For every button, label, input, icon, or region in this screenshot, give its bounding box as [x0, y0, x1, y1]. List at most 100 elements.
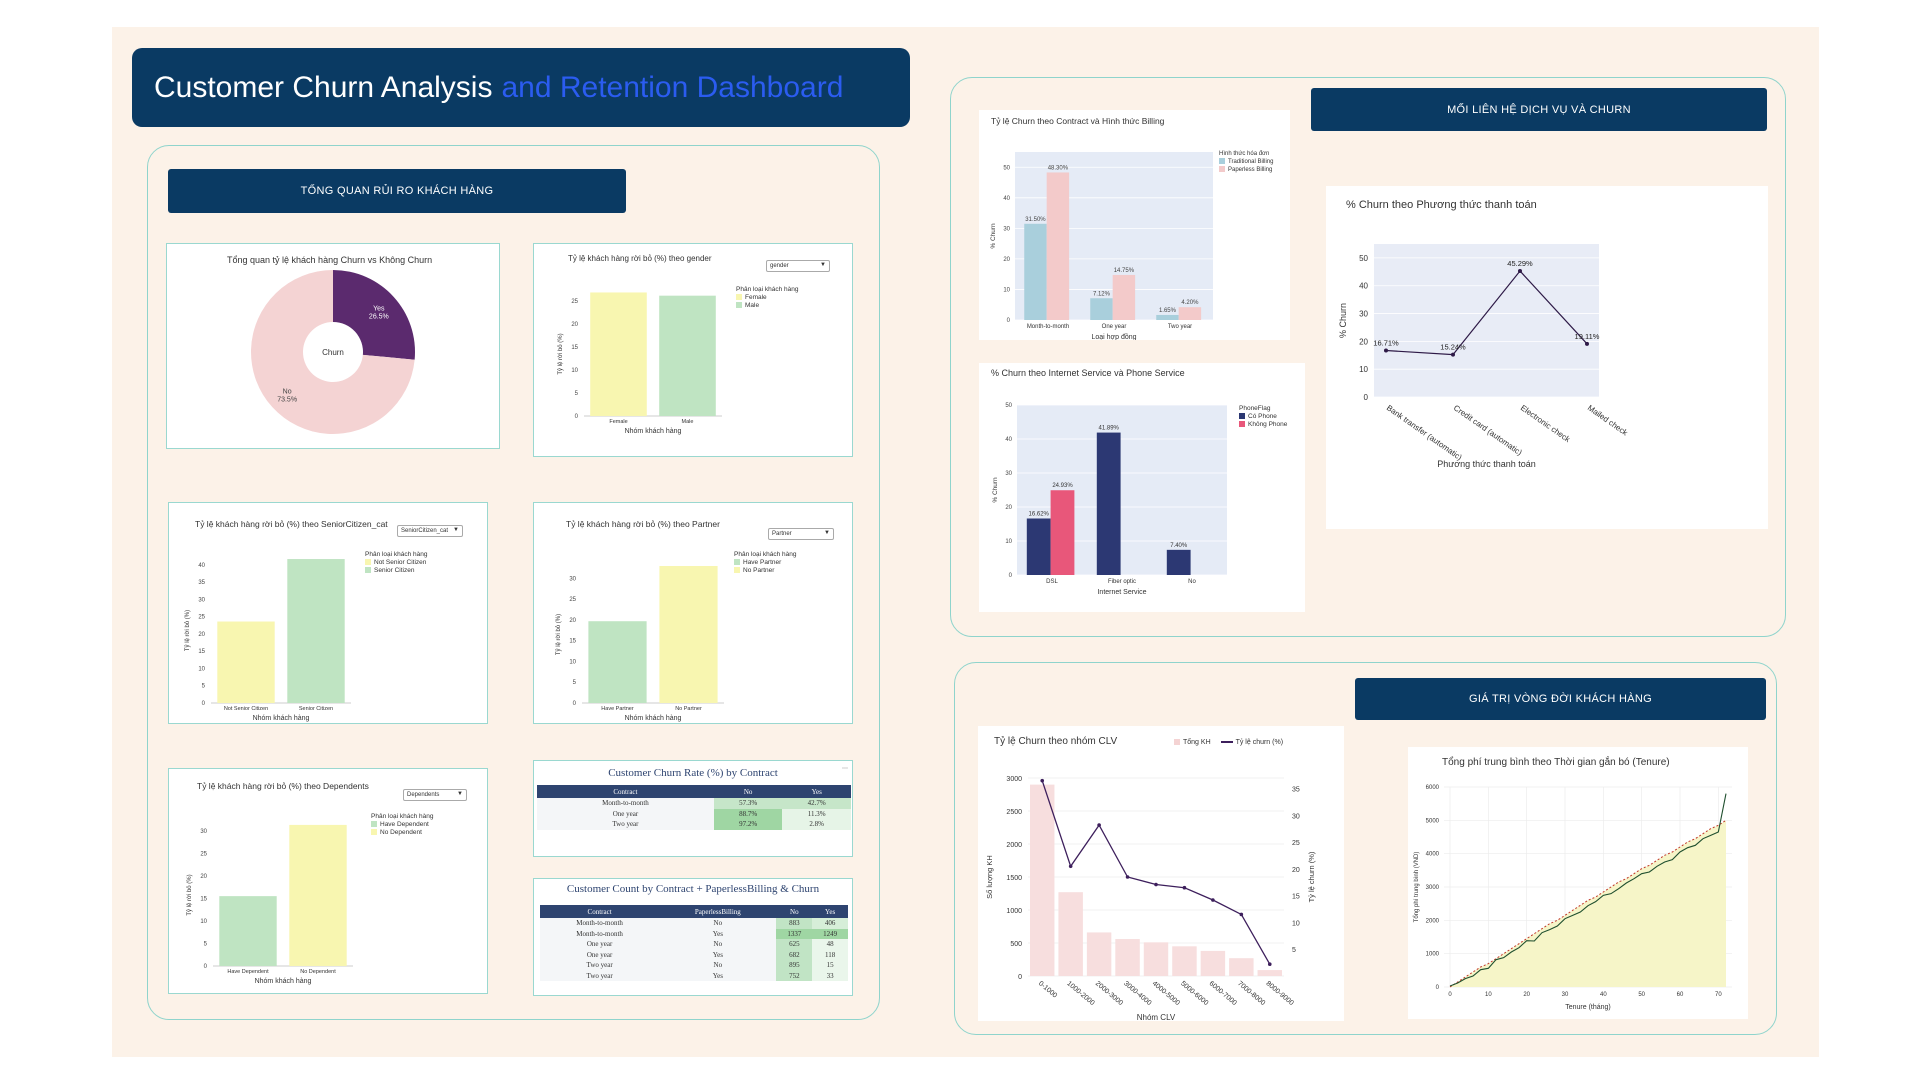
y-tick-label: 50: [1359, 254, 1368, 263]
table-header-cell: PaperlessBilling: [659, 905, 777, 918]
bar-month-to-month-0: [1024, 223, 1047, 320]
table-cell: No: [659, 960, 777, 971]
y-tick-label: 0: [204, 964, 208, 970]
phone-legend-title: PhoneFlag: [1239, 405, 1271, 412]
gender-dropdown[interactable]: gender: [766, 260, 830, 272]
y-axis-label: Tỷ lệ rời bỏ (%): [184, 610, 191, 651]
gender-title: Tỷ lệ khách hàng rời bỏ (%) theo gender: [568, 254, 712, 263]
partner-dropdown[interactable]: Partner: [768, 528, 834, 540]
y-axis-label: % Churn: [990, 223, 997, 249]
x-tick-label: 6000-7000: [1208, 980, 1238, 1007]
clv-point: [1068, 864, 1073, 869]
y-tick-label: 15: [571, 345, 578, 351]
bar-female: [590, 292, 647, 416]
risk-overview-header: TỔNG QUAN RỦI RO KHÁCH HÀNG: [168, 169, 626, 213]
y-tick-label: 5: [575, 391, 579, 397]
line-point: [1585, 341, 1589, 346]
bar-senior-citizen: [287, 559, 345, 703]
pie-label: 26.5%: [369, 313, 389, 320]
legend-no-partner: No Partner: [743, 567, 775, 574]
x-tick-label: Fiber optic: [1108, 579, 1136, 585]
y-tick-label: 20: [571, 322, 578, 328]
x-tick-label: Female: [609, 419, 627, 425]
table-menu-icon[interactable]: ⋯: [842, 766, 848, 772]
customer-count-table: Contract PaperlessBilling No Yes Month-to-mo…: [540, 905, 848, 981]
dependents-chart-card: Tỷ lệ khách hàng rời bỏ (%) theo Depende…: [168, 768, 488, 994]
legend-swatch: [1219, 166, 1225, 173]
line-point: [1451, 352, 1455, 357]
service-churn-header: MỐI LIÊN HỆ DỊCH VỤ VÀ CHURN: [1311, 88, 1767, 131]
tenure-chart-card: Tổng phí trung bình theo Thời gian gắn b…: [1408, 747, 1748, 1019]
y-tick-label: 0: [573, 701, 577, 707]
contract-billing-card: Tỷ lệ Churn theo Contract và Hình thức B…: [979, 110, 1290, 340]
y-tick-label: 1000: [1006, 908, 1022, 915]
data-label: 41.89%: [1099, 426, 1120, 432]
table-header-cell: Yes: [782, 785, 851, 798]
trend-area: [1450, 820, 1726, 987]
y-tick-label: 5: [204, 941, 208, 947]
y-tick-label: 10: [1003, 287, 1010, 293]
clv-point: [1182, 885, 1187, 890]
table-header-row: Contract No Yes: [537, 785, 851, 798]
x-tick-label: 20: [1523, 992, 1530, 998]
clv-title: Tỷ lệ Churn theo nhóm CLV: [994, 736, 1118, 747]
x-tick-label: 3000-4000: [1122, 980, 1152, 1007]
legend-no-dependent: No Dependent: [380, 829, 422, 836]
y-tick-label: 20: [1359, 337, 1368, 346]
clv-panel: [954, 662, 1777, 1035]
clv-point: [1267, 962, 1272, 967]
table-cell: 2.8%: [782, 819, 851, 830]
y-tick-label: 15: [569, 639, 576, 645]
senior-dropdown[interactable]: SeniorCitizen_cat: [397, 525, 463, 537]
x-tick-label: Two year: [1168, 324, 1192, 330]
data-label: 19.11%: [1575, 332, 1600, 341]
internet-phone-card: % Churn theo Internet Service và Phone S…: [979, 363, 1305, 612]
data-label: 48.30%: [1048, 165, 1069, 171]
y-tick-label: 0: [575, 414, 579, 420]
y-tick-label: 10: [198, 666, 205, 672]
table-header-row: Contract PaperlessBilling No Yes: [540, 905, 848, 918]
partner-legend: Phân loại khách hàng Have Partner No Par…: [734, 551, 797, 575]
x-tick-label: No: [1188, 579, 1196, 585]
legend-swatch: [1239, 413, 1245, 420]
table-row: Month-to-month 57.3% 42.7%: [537, 798, 851, 809]
y2-tick-label: 35: [1292, 787, 1300, 794]
line-point: [1384, 348, 1388, 353]
x-tick-label: 0: [1448, 992, 1452, 998]
y-tick-label: 40: [1003, 196, 1010, 202]
y-tick-label: 35: [198, 580, 205, 586]
table-row: Month-to-month Yes 1337 1249: [540, 928, 848, 939]
y2-axis-label: Tỷ lệ churn (%): [1307, 851, 1316, 902]
x-tick-label: DSL: [1046, 579, 1058, 585]
table-cell: Two year: [540, 970, 660, 981]
table-row: Two year No 895 15: [540, 960, 848, 971]
table-cell: 406: [812, 918, 848, 929]
clv-bar-6000-7000: [1200, 950, 1226, 976]
y-tick-label: 40: [1359, 282, 1368, 291]
senior-title: Tỷ lệ khách hàng rời bỏ (%) theo SeniorC…: [195, 519, 388, 529]
table-row: One year No 625 48: [540, 939, 848, 950]
table-cell: Two year: [540, 960, 660, 971]
table-cell: 752: [776, 970, 813, 981]
table-header-cell: Contract: [537, 785, 714, 798]
x-tick-label: 30: [1562, 992, 1569, 998]
y-tick-label: 30: [569, 576, 576, 582]
partner-bar-chart: 0 5 10 15 20 25 30 Have Partner No Partner Nhóm k…: [555, 566, 724, 722]
bar-dsl-1: [1050, 490, 1075, 575]
legend-swatch: [734, 567, 740, 574]
x-axis-label: Nhóm khách hàng: [625, 715, 682, 722]
y-tick-label: 2000: [1426, 918, 1440, 924]
clv-header: GIÁ TRỊ VÒNG ĐỜI KHÁCH HÀNG: [1355, 678, 1766, 720]
y-tick-label: 5: [573, 680, 577, 686]
x-tick-label: Bank transfer (automatic): [1385, 403, 1464, 462]
clv-legend: Tổng KH Tỷ lệ churn (%): [1174, 739, 1283, 747]
y-tick-label: 5000: [1426, 818, 1440, 824]
x-tick-label: Credit card (automatic): [1452, 403, 1524, 457]
y-axis-label: Số lượng KH: [985, 855, 994, 899]
pie-label: No: [283, 389, 292, 396]
dependents-dropdown[interactable]: Dependents: [403, 789, 467, 801]
clv-bar-0-1000: [1029, 784, 1055, 976]
legend-swatch: [371, 829, 377, 836]
partner-legend-title: Phân loại khách hàng: [734, 551, 797, 558]
